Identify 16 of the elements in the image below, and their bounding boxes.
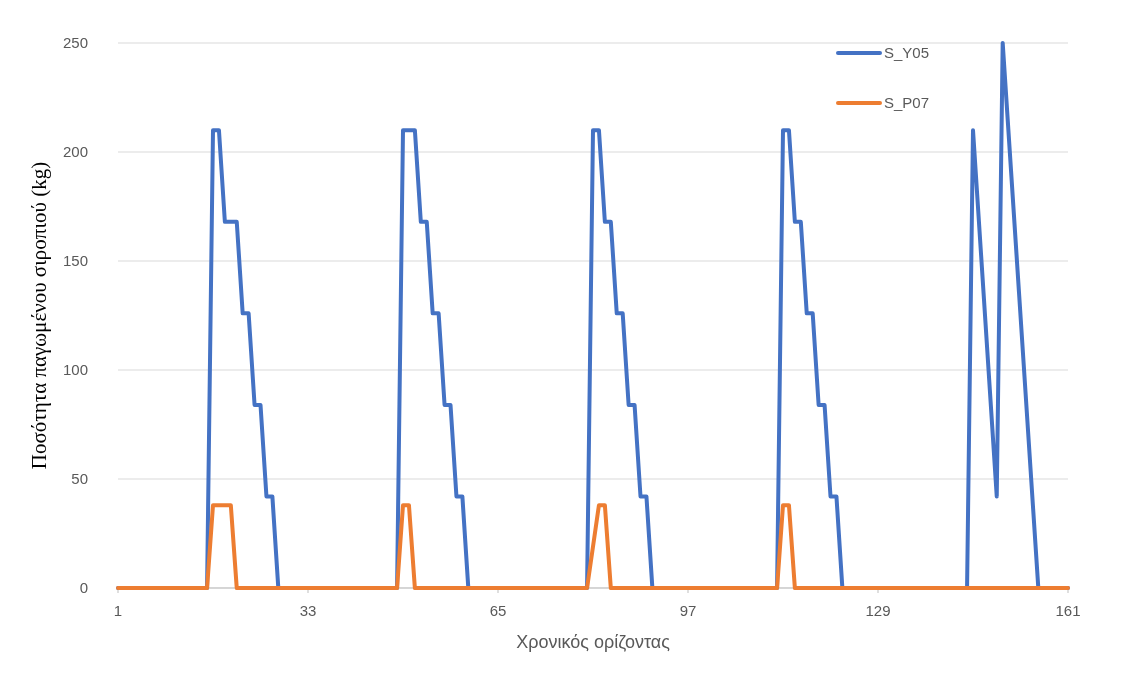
legend-label: S_Y05	[884, 44, 930, 62]
x-tick-label: 129	[865, 602, 891, 619]
y-tick-label: 200	[62, 143, 88, 161]
x-tick-label: 161	[1055, 602, 1081, 619]
y-tick-label: 50	[71, 470, 88, 488]
y-tick-label: 150	[62, 252, 88, 270]
x-axis-title: Χρονικός ορίζοντας	[516, 632, 671, 652]
y-tick-label: 250	[62, 34, 88, 52]
x-tick-label: 65	[489, 602, 507, 619]
x-tick-label: 33	[299, 602, 317, 619]
x-tick-label: 97	[679, 602, 697, 619]
y-tick-label: 100	[62, 361, 88, 379]
y-tick-label: 0	[79, 579, 88, 597]
y-axis-title: Ποσότητα παγωμένου σιροπιού (kg)	[27, 161, 51, 470]
legend-label: S_P07	[884, 94, 930, 112]
x-tick-label: 1	[113, 602, 123, 619]
